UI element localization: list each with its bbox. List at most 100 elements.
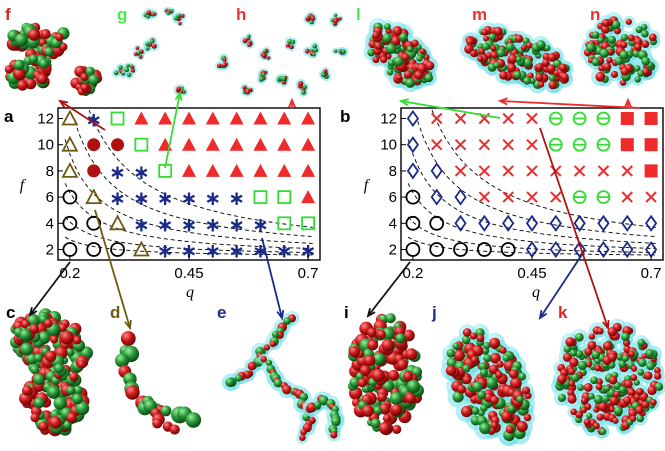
- marker-a-f6-q0.5: ∗: [204, 186, 221, 210]
- marker-a-f2-q0.7: ∗: [300, 239, 317, 263]
- bead-sphere: [638, 358, 647, 367]
- bead-sphere: [612, 417, 619, 424]
- bead-sphere: [44, 47, 54, 57]
- bead-sphere: [380, 56, 388, 64]
- bead-sphere: [126, 63, 130, 68]
- phase-boundary-b-5: [431, 109, 656, 228]
- bead-sphere: [637, 368, 645, 376]
- bead-sphere: [43, 318, 53, 328]
- bead-sphere: [580, 406, 588, 414]
- marker-a-f4-q0.2: [62, 215, 78, 231]
- bead-sphere: [610, 70, 619, 78]
- bead-sphere: [222, 57, 227, 62]
- snapshot-c: [10, 308, 93, 437]
- xtick-label-b-0.45: 0.45: [517, 265, 546, 282]
- xtick-label-b-0.2: 0.2: [402, 265, 423, 282]
- bead-sphere: [490, 395, 499, 405]
- marker-b-f4-q0.4: [502, 214, 515, 232]
- bead-sphere: [66, 386, 76, 395]
- bead-sphere: [547, 52, 557, 62]
- bead-sphere: [80, 83, 90, 92]
- bead-sphere: [523, 413, 532, 422]
- bead-sphere: [282, 384, 292, 395]
- snapshot-i: [347, 313, 424, 436]
- bead-sphere: [318, 395, 329, 406]
- marker-b-f12-q0.5: [548, 111, 563, 126]
- arrow-to-m: [497, 97, 641, 109]
- bead-sphere: [565, 337, 575, 347]
- bead-sphere: [169, 424, 180, 435]
- bead-sphere: [124, 67, 130, 73]
- bead-sphere: [398, 32, 408, 42]
- label-e: e: [217, 303, 226, 322]
- bead-sphere: [25, 77, 37, 90]
- bead-sphere: [462, 328, 472, 337]
- xtick-label-a-0.2: 0.2: [59, 265, 80, 282]
- bead-sphere: [548, 80, 558, 90]
- marker-a-f2-q0.65: ∗: [276, 239, 293, 263]
- marker-b-f2-q0.5: [549, 240, 562, 259]
- bead-sphere: [629, 415, 637, 422]
- bead-sphere: [586, 43, 596, 53]
- bead-sphere: [599, 48, 609, 59]
- bead-sphere: [502, 354, 511, 362]
- bead-sphere: [647, 385, 657, 396]
- marker-a-f2-q0.25: [86, 242, 102, 257]
- marker-b-f8-q0.7: [644, 164, 658, 178]
- bead-sphere: [620, 67, 630, 76]
- snapshot-g: [111, 6, 188, 96]
- bead-sphere: [628, 350, 635, 358]
- bead-sphere: [340, 49, 346, 55]
- label-d: d: [110, 303, 120, 322]
- marker-a-f2-q0.45: ∗: [181, 239, 198, 263]
- bead-sphere: [180, 13, 185, 18]
- marker-a-f8-q0.45: [182, 163, 196, 177]
- phase-diagram-b: 2 4 6 8 10 12 0.2 0.45 0.7 q f: [364, 107, 664, 301]
- bead-sphere: [587, 340, 597, 350]
- bead-sphere: [44, 350, 57, 363]
- arrow-shaft: [400, 100, 501, 119]
- ytick-label-a-12: 12: [37, 110, 54, 127]
- bead-sphere: [548, 74, 556, 82]
- marker-a-f4-q0.4: ∗: [157, 212, 174, 236]
- ytick-label-a-4: 4: [46, 215, 54, 232]
- bead-sphere: [333, 49, 338, 53]
- marker-a-f6-q0.45: ∗: [181, 186, 198, 210]
- bead-sphere: [136, 50, 141, 56]
- bead-sphere: [580, 397, 588, 404]
- marker-a-f2-q0.55: ∗: [228, 239, 245, 263]
- bead-sphere: [146, 10, 152, 15]
- bead-sphere: [577, 384, 585, 391]
- bead-sphere: [520, 44, 527, 51]
- bead-sphere: [130, 68, 136, 73]
- arrow-to-h: [288, 97, 296, 108]
- marker-a-f4-q0.35: ∗: [133, 212, 150, 236]
- marker-b-f8-q0.35: [478, 165, 491, 177]
- marker-b-f2-q0.25: [429, 242, 445, 257]
- bead-sphere: [115, 353, 130, 368]
- bead-sphere: [648, 33, 657, 42]
- bead-sphere: [145, 41, 150, 47]
- arrow-head: [276, 309, 285, 321]
- bead-sphere: [118, 65, 123, 70]
- bead-sphere: [506, 62, 517, 73]
- arrow-head: [124, 319, 132, 331]
- marker-a-f6-q0.4: ∗: [157, 186, 174, 210]
- marker-a-f10-q0.45: [182, 137, 196, 151]
- bead-sphere: [477, 55, 484, 62]
- marker-a-f10-q0.25: [87, 138, 101, 152]
- bead-sphere: [36, 73, 48, 85]
- bead-sphere: [466, 37, 474, 46]
- bead-sphere: [609, 396, 619, 406]
- bead-sphere: [12, 67, 26, 81]
- marker-a-f12-q0.3: [110, 111, 125, 126]
- marker-a-f10-q0.2: [61, 135, 79, 152]
- marker-b-f12-q0.55: [572, 111, 587, 126]
- marker-a-f8-q0.7: [301, 163, 316, 177]
- arrow-to-f: [58, 99, 106, 131]
- bead-sphere: [561, 73, 569, 81]
- marker-b-f6-q0.7: [645, 191, 657, 203]
- snapshot-k: [551, 318, 665, 439]
- bead-sphere: [130, 65, 135, 70]
- bead-sphere: [392, 25, 403, 36]
